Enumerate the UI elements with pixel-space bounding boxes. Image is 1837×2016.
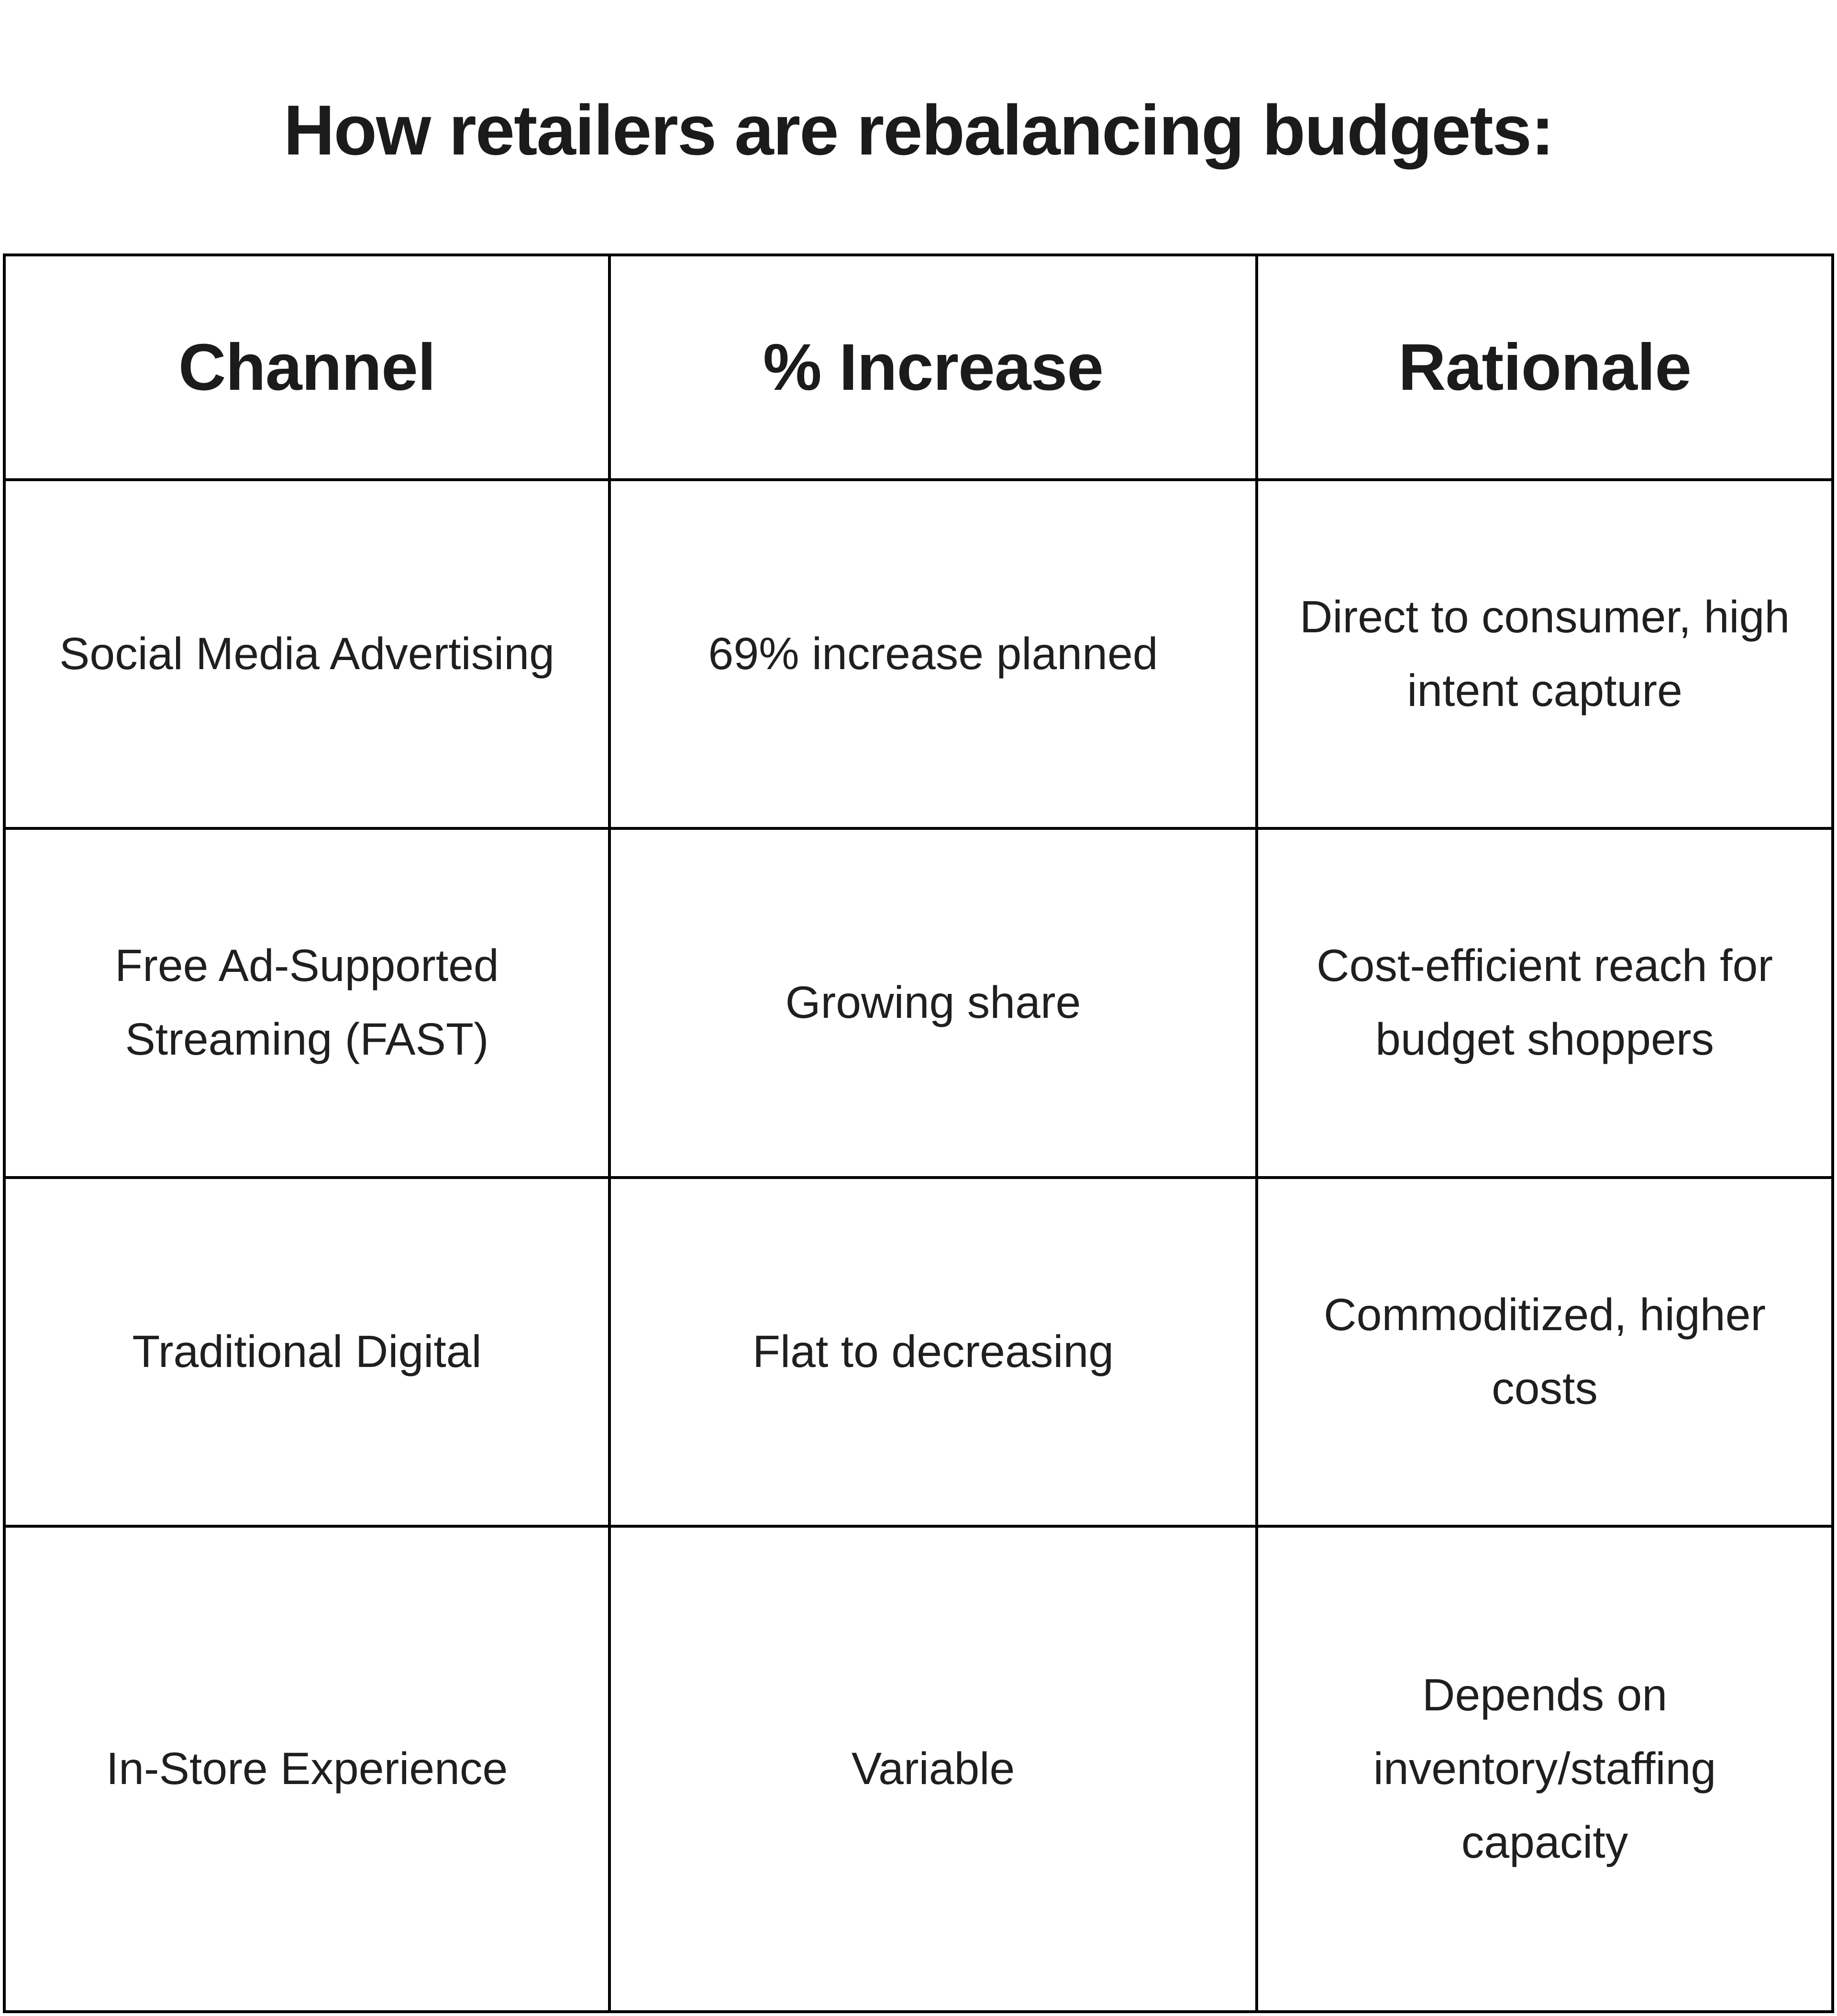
table-body: Social Media Advertising 69% increase pl… — [2, 478, 1834, 2013]
table-row-social-media: Social Media Advertising 69% increase pl… — [2, 478, 1834, 830]
cell-increase: Variable — [608, 1525, 1259, 2013]
cell-increase: Growing share — [608, 827, 1259, 1179]
table-row-traditional-digital: Traditional Digital Flat to decreasing C… — [2, 1176, 1834, 1528]
cell-channel: Social Media Advertising — [2, 478, 611, 830]
cell-rationale: Cost-efficient reach for budget shoppers — [1255, 827, 1834, 1179]
table-container: Channel % Increase Rationale Social Medi… — [0, 253, 1837, 2016]
cell-channel: In-Store Experience — [2, 1525, 611, 2013]
cell-increase: 69% increase planned — [608, 478, 1259, 830]
column-header-channel: Channel — [2, 253, 611, 481]
column-header-rationale: Rationale — [1255, 253, 1834, 481]
cell-channel: Free Ad-Supported Streaming (FAST) — [2, 827, 611, 1179]
column-header-percent-increase: % Increase — [608, 253, 1259, 481]
cell-channel: Traditional Digital — [2, 1176, 611, 1528]
cell-rationale: Direct to consumer, high intent capture — [1255, 478, 1834, 830]
cell-increase: Flat to decreasing — [608, 1176, 1259, 1528]
budget-table: Channel % Increase Rationale Social Medi… — [2, 253, 1834, 2013]
page-title: How retailers are rebalancing budgets: — [283, 91, 1555, 170]
cell-rationale: Depends on inventory/staffing capacity — [1255, 1525, 1834, 2013]
table-header: Channel % Increase Rationale — [2, 253, 1834, 481]
table-row-fast-streaming: Free Ad-Supported Streaming (FAST) Growi… — [2, 827, 1834, 1179]
cell-rationale: Commoditized, higher costs — [1255, 1176, 1834, 1528]
header-row: Channel % Increase Rationale — [2, 253, 1834, 481]
table-row-in-store: In-Store Experience Variable Depends on … — [2, 1525, 1834, 2013]
